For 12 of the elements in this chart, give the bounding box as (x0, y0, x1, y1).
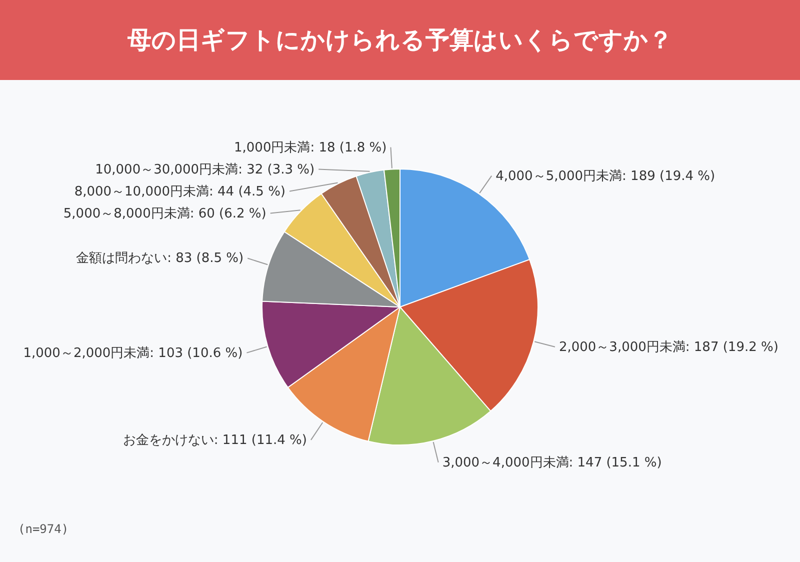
slice-label: 10,000～30,000円未満: 32 (3.3 %) (95, 162, 315, 178)
slice-label: 1,000円未満: 18 (1.8 %) (234, 140, 387, 156)
slice-label: 金額は問わない: 83 (8.5 %) (76, 251, 244, 266)
slice-label: 2,000～3,000円未満: 187 (19.2 %) (558, 340, 778, 355)
slice-label: 3,000～4,000円未満: 147 (15.1 %) (442, 455, 662, 470)
slice-label: 5,000～8,000円未満: 60 (6.2 %) (63, 206, 266, 222)
slice-label: 4,000～5,000円未満: 189 (19.4 %) (496, 168, 716, 184)
slice-label: お金をかけない: 111 (11.4 %) (122, 432, 307, 448)
text: (n=974) (18, 522, 69, 536)
chart-title: 母の日ギフトにかけられる予算はいくらですか？ (0, 0, 800, 80)
slice-label: 1,000～2,000円未満: 103 (10.6 %) (23, 346, 243, 361)
slice-label: 8,000～10,000円未満: 44 (4.5 %) (74, 184, 286, 200)
